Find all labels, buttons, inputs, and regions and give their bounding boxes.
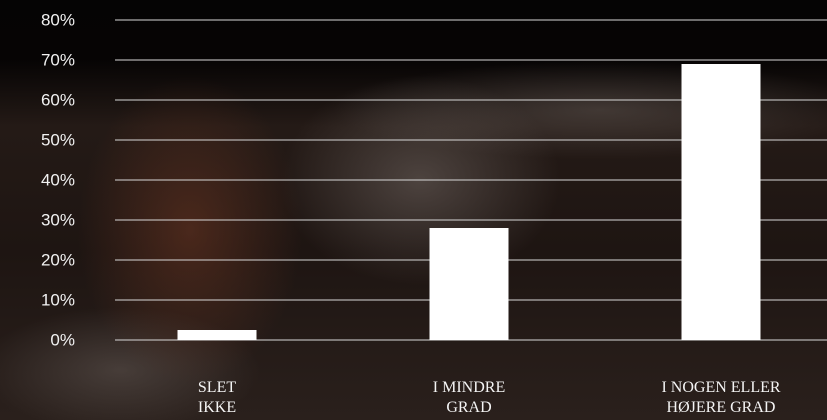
- y-tick-label: 10%: [41, 290, 75, 309]
- x-tick-label: SLET IKKE: [187, 378, 247, 418]
- y-tick-label: 20%: [41, 250, 75, 269]
- y-tick-label: 40%: [41, 170, 75, 189]
- y-tick-label: 60%: [41, 90, 75, 109]
- y-tick-label: 70%: [41, 50, 75, 69]
- y-tick-label: 50%: [41, 130, 75, 149]
- y-tick-label: 80%: [41, 10, 75, 29]
- bar: [178, 330, 257, 340]
- x-tick-label: I MINDRE GRAD: [419, 378, 519, 418]
- chart: 0% 10% 20% 30% 40% 50% 60% 70% 80%: [0, 0, 827, 420]
- page: 0%10%20%30%40%50%60%70%80% (() => { cons…: [0, 0, 827, 420]
- y-tick-label: 30%: [41, 210, 75, 229]
- y-tick-label: 0%: [50, 330, 75, 349]
- bar: [682, 64, 761, 340]
- bar: [430, 228, 509, 340]
- x-tick-label: I NOGEN ELLER HØJERE GRAD: [646, 378, 796, 418]
